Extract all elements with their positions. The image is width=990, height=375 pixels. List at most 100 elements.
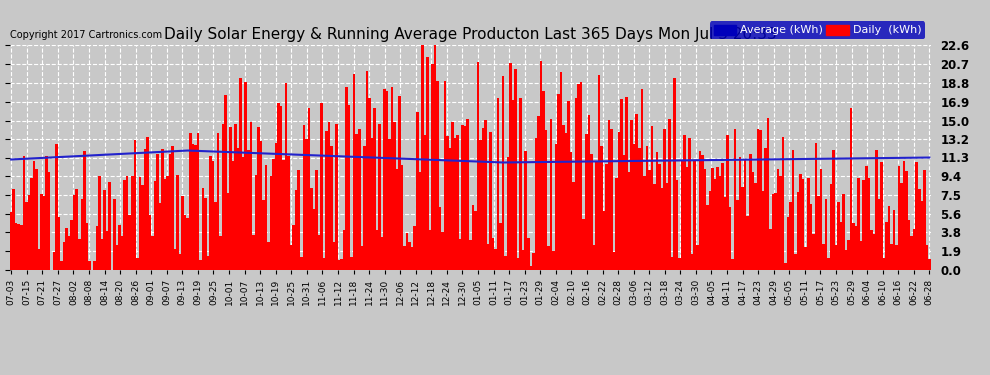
Bar xyxy=(209,156,212,270)
Bar xyxy=(63,242,65,270)
Bar xyxy=(343,230,346,270)
Bar xyxy=(547,246,549,270)
Bar xyxy=(333,242,336,270)
Bar xyxy=(373,108,375,270)
Bar xyxy=(825,199,828,270)
Bar xyxy=(663,129,665,270)
Bar xyxy=(131,176,134,270)
Bar xyxy=(10,212,13,270)
Bar xyxy=(383,89,386,270)
Bar xyxy=(30,178,33,270)
Bar xyxy=(194,145,197,270)
Bar xyxy=(320,104,323,270)
Bar xyxy=(363,146,365,270)
Bar xyxy=(507,157,509,270)
Bar xyxy=(567,101,570,270)
Bar xyxy=(235,123,237,270)
Bar xyxy=(525,151,527,270)
Bar xyxy=(267,242,269,270)
Bar xyxy=(57,217,60,270)
Bar xyxy=(252,235,254,270)
Bar xyxy=(494,249,497,270)
Bar xyxy=(264,165,267,270)
Bar xyxy=(549,119,552,270)
Bar xyxy=(517,258,520,270)
Bar xyxy=(52,252,55,270)
Bar xyxy=(471,204,474,270)
Bar xyxy=(124,180,126,270)
Bar xyxy=(743,160,746,270)
Bar xyxy=(898,166,900,270)
Bar xyxy=(300,257,303,270)
Bar xyxy=(709,191,711,270)
Bar xyxy=(585,134,587,270)
Bar xyxy=(484,120,487,270)
Bar xyxy=(613,252,616,270)
Bar xyxy=(396,170,398,270)
Bar xyxy=(106,231,108,270)
Bar xyxy=(603,211,605,270)
Bar xyxy=(365,70,368,270)
Bar xyxy=(906,171,908,270)
Bar xyxy=(779,176,782,270)
Bar xyxy=(43,195,46,270)
Bar xyxy=(732,259,734,270)
Bar xyxy=(388,139,391,270)
Bar xyxy=(638,148,641,270)
Bar xyxy=(144,149,147,270)
Bar xyxy=(212,161,214,270)
Bar xyxy=(277,103,280,270)
Bar xyxy=(492,238,494,270)
Bar xyxy=(608,120,610,270)
Bar xyxy=(466,119,469,270)
Bar xyxy=(153,181,156,270)
Bar xyxy=(590,154,593,270)
Bar xyxy=(530,266,532,270)
Bar xyxy=(903,161,906,270)
Bar xyxy=(885,222,888,270)
Bar xyxy=(232,161,235,270)
Bar xyxy=(724,197,727,270)
Bar xyxy=(338,260,341,270)
Bar xyxy=(424,135,426,270)
Bar xyxy=(716,167,719,270)
Bar xyxy=(15,223,18,270)
Text: Copyright 2017 Cartronics.com: Copyright 2017 Cartronics.com xyxy=(10,30,162,40)
Bar xyxy=(673,78,676,270)
Bar xyxy=(141,185,144,270)
Bar xyxy=(645,146,648,270)
Bar xyxy=(842,194,844,270)
Bar xyxy=(439,207,442,270)
Bar xyxy=(844,250,847,270)
Bar xyxy=(448,148,451,270)
Bar xyxy=(136,258,139,270)
Bar xyxy=(222,124,225,270)
Bar xyxy=(184,214,186,270)
Bar xyxy=(562,125,565,270)
Bar xyxy=(308,108,310,270)
Bar xyxy=(792,150,794,270)
Bar xyxy=(671,257,673,270)
Bar xyxy=(275,143,277,270)
Bar xyxy=(350,257,353,270)
Bar xyxy=(434,45,437,270)
Bar xyxy=(686,166,688,270)
Bar xyxy=(254,174,257,270)
Bar xyxy=(119,225,121,270)
Bar xyxy=(688,138,691,270)
Bar xyxy=(660,188,663,270)
Bar xyxy=(877,200,880,270)
Bar xyxy=(303,125,305,270)
Bar xyxy=(835,245,838,270)
Bar xyxy=(242,157,245,270)
Bar xyxy=(355,134,358,270)
Title: Daily Solar Energy & Running Average Producton Last 365 Days Mon Jul 3 20:33: Daily Solar Energy & Running Average Pro… xyxy=(164,27,776,42)
Bar xyxy=(358,129,360,270)
Bar xyxy=(461,125,464,270)
Bar xyxy=(191,144,194,270)
Bar xyxy=(126,176,129,270)
Bar xyxy=(812,234,815,270)
Bar xyxy=(248,150,249,270)
Bar xyxy=(782,137,784,270)
Bar xyxy=(908,220,911,270)
